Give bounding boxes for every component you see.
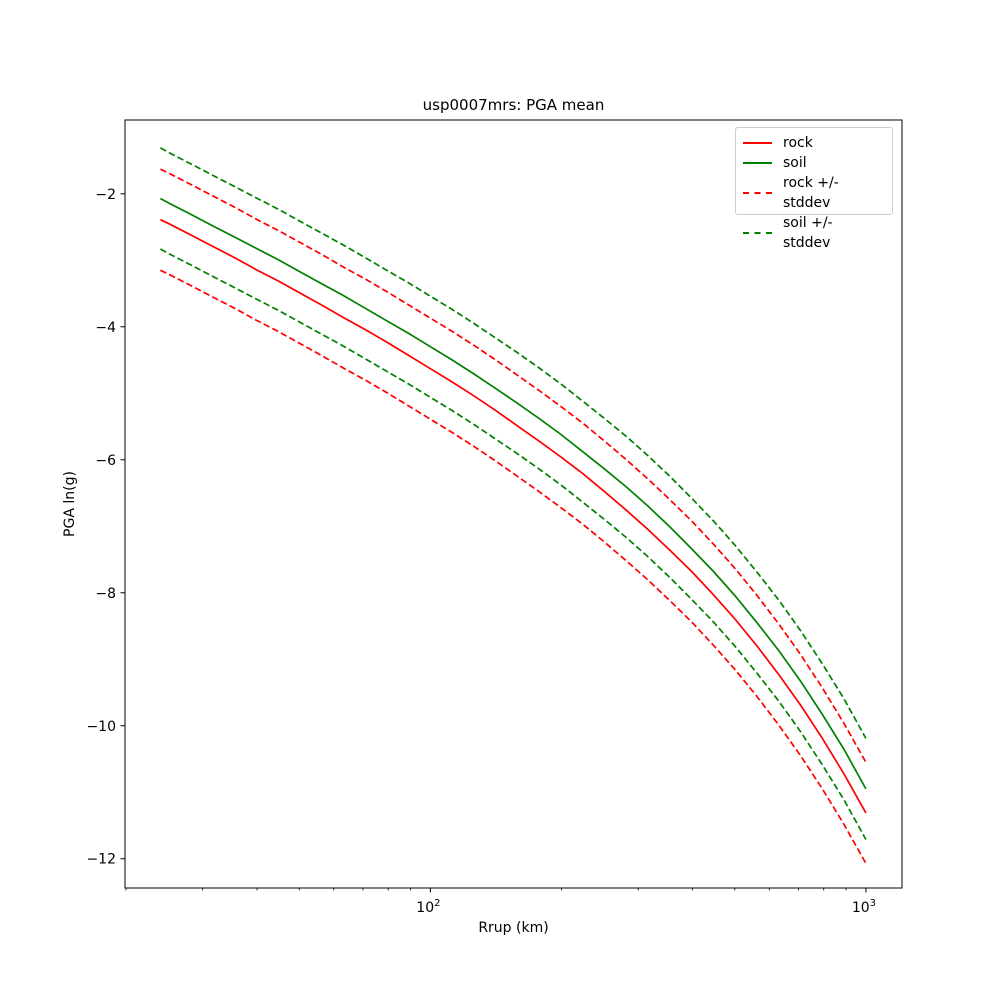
legend-label-rock: rock (783, 135, 813, 151)
legend-label-soil: soil (783, 155, 807, 171)
legend-entry-soil: soil (743, 153, 884, 173)
y-tick-label: −6 (95, 453, 116, 469)
y-tick-label: −10 (86, 719, 116, 735)
curve-rock (160, 218, 867, 814)
y-tick-label: −12 (86, 852, 116, 868)
curve-rock-upper-stddev (160, 168, 867, 763)
curve-soil-upper-stddev (159, 147, 867, 739)
legend-line-soil-icon (743, 162, 772, 164)
y-tick-label: −2 (95, 187, 116, 203)
x-axis-label: Rrup (km) (478, 920, 549, 936)
y-tick-label: −8 (95, 586, 116, 602)
axes-frame (124, 119, 903, 889)
chart-title: usp0007mrs: PGA mean (422, 96, 605, 114)
legend-entry-rock: rock (743, 133, 884, 153)
legend-line-rock-icon (743, 142, 772, 144)
y-axis-label: PGA ln(g) (62, 471, 78, 537)
legend: rock soil rock +/- stddev soil +/- stdde… (735, 127, 893, 251)
legend-entry-soil-stddev: soil +/- stddev (743, 213, 884, 253)
curve-soil-lower-stddev (159, 248, 867, 840)
legend-line-soil-stddev-icon (743, 232, 772, 234)
legend-entry-rock-stddev: rock +/- stddev (743, 173, 884, 213)
y-tick-label: −4 (95, 320, 116, 336)
legend-label-soil-stddev: soil +/- stddev (783, 215, 833, 251)
legend-line-rock-stddev-icon (743, 192, 772, 194)
x-tick-label: 103 (852, 898, 876, 916)
curve-soil (159, 197, 867, 790)
x-tick-label: 102 (416, 898, 440, 916)
legend-label-rock-stddev: rock +/- stddev (783, 175, 839, 211)
curve-rock-lower-stddev (160, 269, 867, 864)
